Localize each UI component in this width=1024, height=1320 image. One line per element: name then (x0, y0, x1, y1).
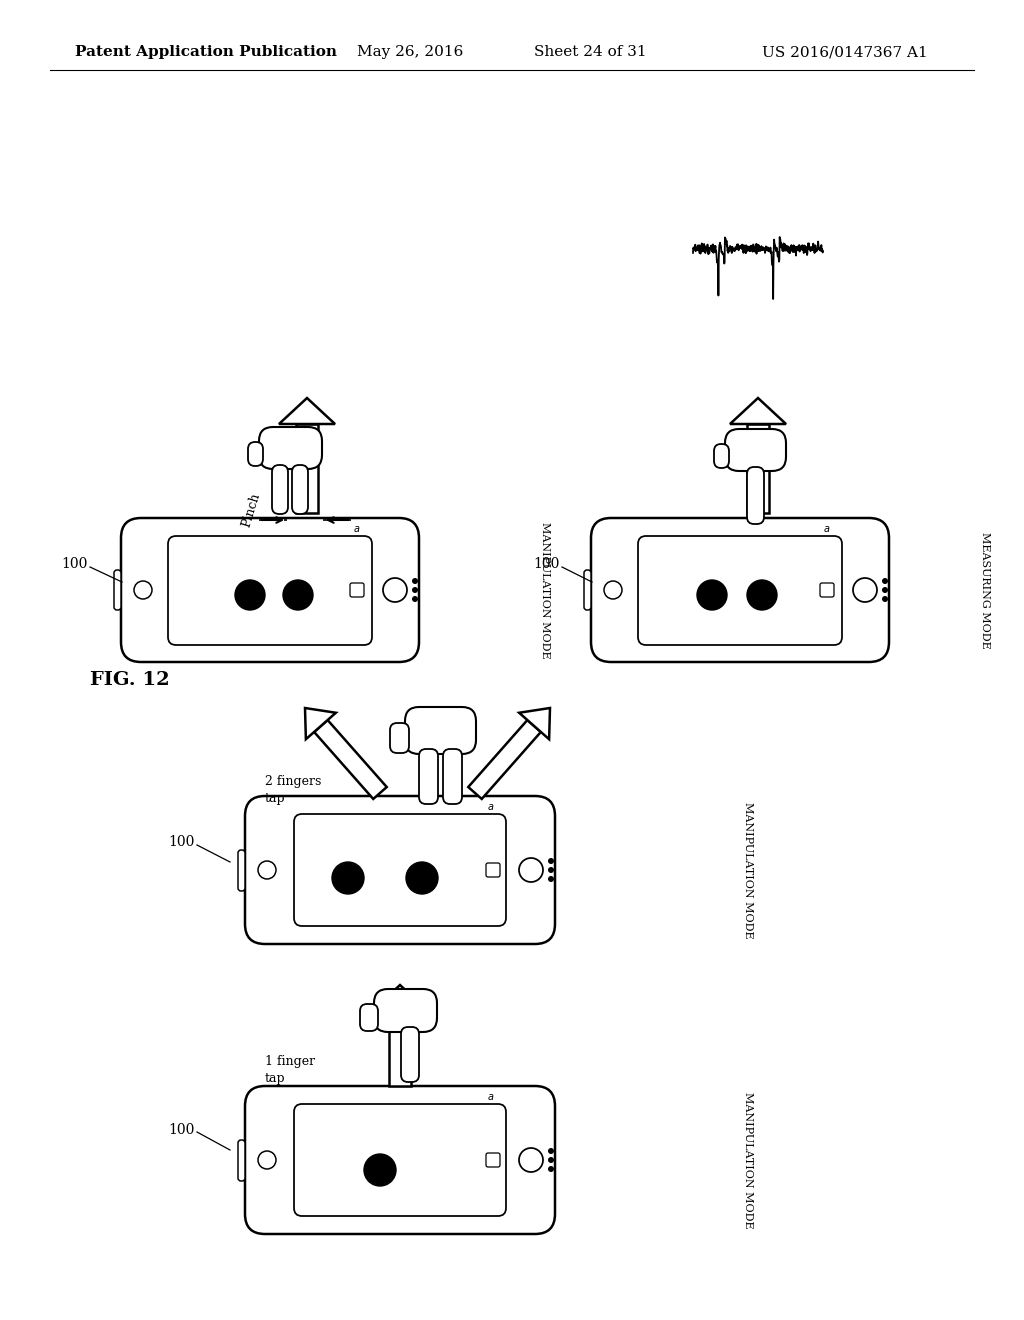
FancyBboxPatch shape (245, 796, 555, 944)
Circle shape (882, 587, 888, 593)
Text: May 26, 2016: May 26, 2016 (356, 45, 463, 59)
FancyBboxPatch shape (272, 465, 288, 513)
FancyBboxPatch shape (114, 570, 121, 610)
Circle shape (548, 876, 554, 882)
Circle shape (548, 858, 554, 865)
Text: US 2016/0147367 A1: US 2016/0147367 A1 (762, 45, 928, 59)
FancyBboxPatch shape (486, 1152, 500, 1167)
Polygon shape (468, 719, 541, 799)
Text: a: a (354, 524, 360, 535)
FancyBboxPatch shape (591, 517, 889, 663)
Polygon shape (746, 424, 769, 513)
Text: 1 finger
tap: 1 finger tap (265, 1055, 315, 1085)
Circle shape (548, 1148, 554, 1154)
FancyBboxPatch shape (350, 583, 364, 597)
FancyBboxPatch shape (638, 536, 842, 645)
FancyBboxPatch shape (746, 467, 764, 524)
FancyBboxPatch shape (248, 442, 263, 466)
Circle shape (258, 1151, 276, 1170)
Text: 100: 100 (169, 836, 195, 849)
Polygon shape (519, 708, 550, 739)
Polygon shape (389, 1011, 411, 1086)
Circle shape (332, 862, 364, 894)
Circle shape (882, 578, 888, 583)
FancyBboxPatch shape (294, 1104, 506, 1216)
Circle shape (412, 587, 418, 593)
Text: a: a (488, 803, 494, 812)
Text: FIG. 12: FIG. 12 (90, 671, 170, 689)
FancyBboxPatch shape (820, 583, 834, 597)
Text: 2 fingers
tap: 2 fingers tap (265, 775, 322, 805)
Circle shape (548, 1158, 554, 1163)
Text: MEASURING MODE: MEASURING MODE (980, 532, 990, 648)
Circle shape (604, 581, 622, 599)
FancyBboxPatch shape (238, 850, 245, 891)
Circle shape (882, 597, 888, 602)
FancyBboxPatch shape (401, 1027, 419, 1082)
Circle shape (364, 1154, 396, 1185)
FancyBboxPatch shape (360, 1005, 378, 1031)
Circle shape (258, 861, 276, 879)
FancyBboxPatch shape (714, 444, 729, 469)
FancyBboxPatch shape (443, 748, 462, 804)
Text: MANIPULATION MODE: MANIPULATION MODE (540, 521, 550, 659)
Circle shape (519, 858, 543, 882)
Circle shape (134, 581, 152, 599)
Circle shape (853, 578, 877, 602)
Polygon shape (372, 985, 428, 1011)
FancyBboxPatch shape (294, 814, 506, 927)
FancyBboxPatch shape (238, 1140, 245, 1181)
Text: Patent Application Publication: Patent Application Publication (75, 45, 337, 59)
Circle shape (412, 597, 418, 602)
FancyBboxPatch shape (390, 723, 409, 752)
FancyBboxPatch shape (419, 748, 438, 804)
Circle shape (412, 578, 418, 583)
Text: Pinch: Pinch (240, 491, 263, 529)
Circle shape (519, 1148, 543, 1172)
Circle shape (383, 578, 407, 602)
Circle shape (548, 867, 554, 873)
Text: MANIPULATION MODE: MANIPULATION MODE (743, 1092, 753, 1229)
Text: 100: 100 (169, 1123, 195, 1137)
Circle shape (283, 579, 313, 610)
FancyBboxPatch shape (245, 1086, 555, 1234)
FancyBboxPatch shape (584, 570, 591, 610)
FancyBboxPatch shape (259, 426, 322, 469)
Polygon shape (730, 399, 786, 424)
FancyBboxPatch shape (725, 429, 786, 471)
Polygon shape (314, 719, 387, 799)
Text: 100: 100 (61, 557, 88, 572)
Circle shape (746, 579, 777, 610)
Polygon shape (296, 424, 318, 513)
FancyBboxPatch shape (406, 708, 476, 754)
Text: Sheet 24 of 31: Sheet 24 of 31 (534, 45, 646, 59)
FancyBboxPatch shape (168, 536, 372, 645)
Circle shape (406, 862, 438, 894)
FancyBboxPatch shape (486, 863, 500, 876)
Polygon shape (305, 708, 336, 739)
Circle shape (234, 579, 265, 610)
Text: a: a (824, 524, 830, 535)
Polygon shape (279, 399, 335, 424)
Text: MANIPULATION MODE: MANIPULATION MODE (743, 801, 753, 939)
FancyBboxPatch shape (292, 465, 308, 513)
Text: a: a (488, 1092, 494, 1102)
Circle shape (697, 579, 727, 610)
FancyBboxPatch shape (374, 989, 437, 1032)
Text: 100: 100 (534, 557, 560, 572)
FancyBboxPatch shape (121, 517, 419, 663)
Circle shape (548, 1166, 554, 1172)
